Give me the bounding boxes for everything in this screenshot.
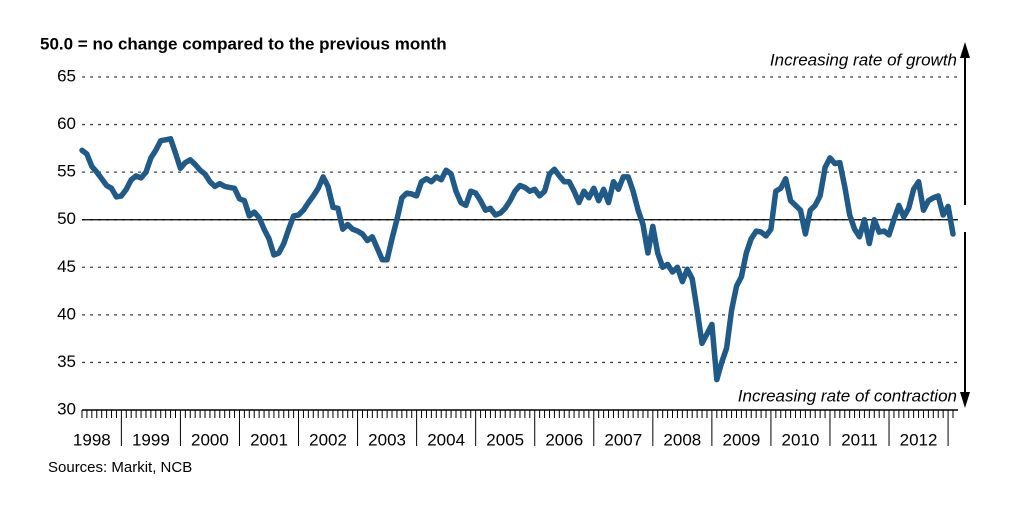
arrow-head bbox=[960, 42, 970, 58]
x-tick-label: 2010 bbox=[782, 430, 820, 449]
line-series bbox=[79, 136, 956, 383]
annotation: Increasing rate of contraction bbox=[738, 386, 957, 405]
y-tick-label: 45 bbox=[57, 257, 76, 276]
x-tick-label: 2006 bbox=[545, 430, 583, 449]
x-tick-label: 2011 bbox=[841, 430, 878, 449]
y-tick-label: 40 bbox=[57, 304, 76, 323]
x-tick-label: 2000 bbox=[191, 430, 229, 449]
x-tick-label: 2001 bbox=[250, 430, 288, 449]
y-tick-label: 30 bbox=[57, 399, 76, 418]
x-tick-label: 2009 bbox=[722, 430, 760, 449]
y-tick-label: 55 bbox=[57, 162, 76, 181]
arrow-head bbox=[960, 392, 970, 408]
x-tick-label: 2007 bbox=[604, 430, 642, 449]
x-tick-label: 2005 bbox=[486, 430, 524, 449]
y-tick-label: 50 bbox=[57, 209, 76, 228]
x-tick-label: 2003 bbox=[368, 430, 406, 449]
x-tick-label: 2012 bbox=[900, 430, 938, 449]
source: Sources: Markit, NCB bbox=[48, 459, 192, 476]
x-tick-label: 2004 bbox=[427, 430, 465, 449]
chart-title: 50.0 = no change compared to the previou… bbox=[40, 34, 447, 53]
y-tick-label: 65 bbox=[57, 66, 76, 85]
x-tick-label: 1998 bbox=[73, 430, 111, 449]
x-tick-label: 2002 bbox=[309, 430, 347, 449]
annotation: Increasing rate of growth bbox=[770, 50, 957, 69]
x-tick-label: 2008 bbox=[663, 430, 701, 449]
y-tick-label: 60 bbox=[57, 114, 76, 133]
x-tick-label: 1999 bbox=[132, 430, 170, 449]
y-tick-label: 35 bbox=[57, 352, 76, 371]
